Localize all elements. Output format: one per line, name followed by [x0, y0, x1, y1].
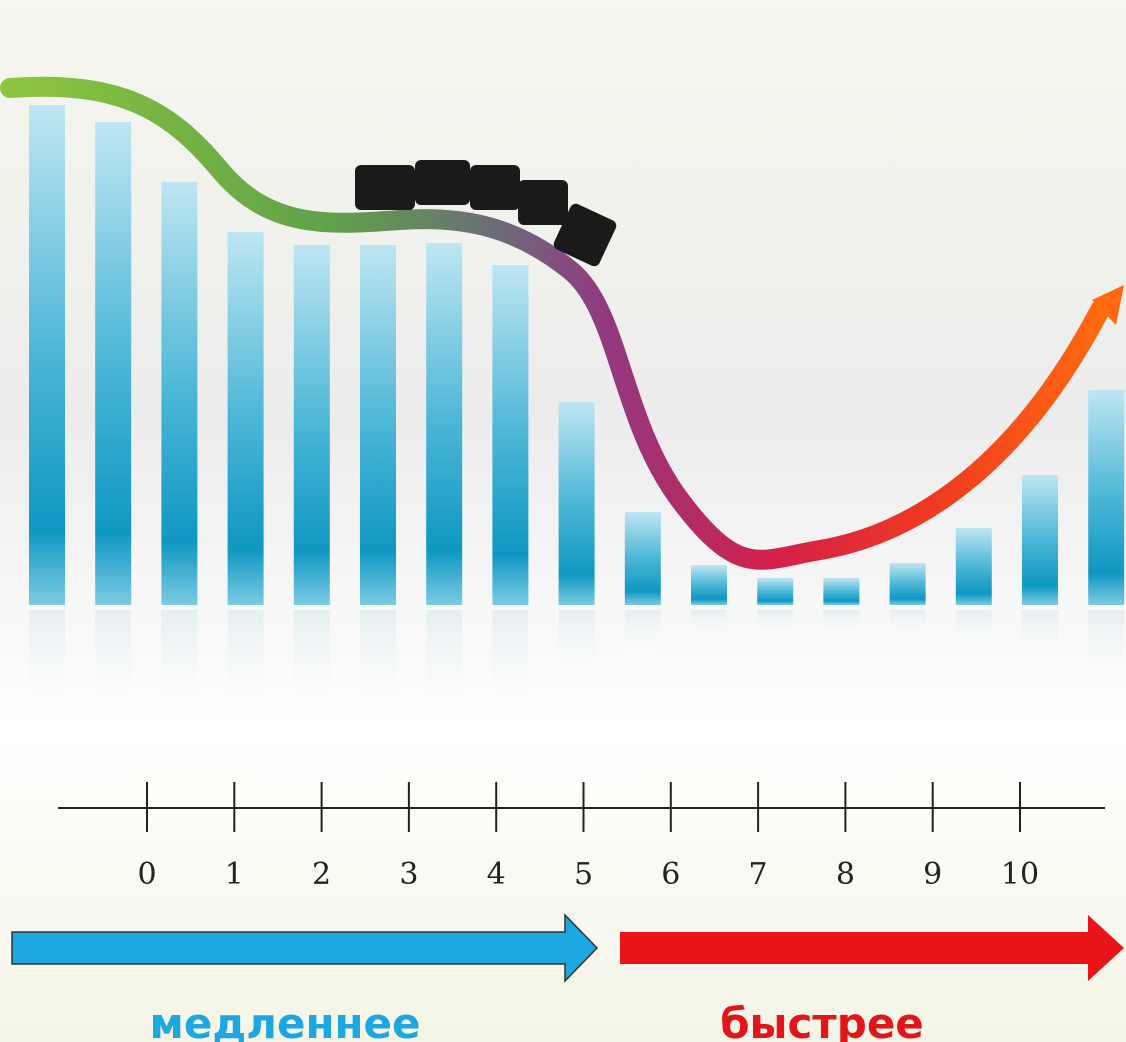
tick-label: 5 [574, 857, 593, 892]
ticks: 0 1 2 3 4 5 6 7 8 9 10 [137, 782, 1039, 892]
tick-label: 6 [661, 857, 680, 892]
bar-reflection [889, 610, 926, 643]
tick-label: 2 [312, 857, 331, 892]
bar [492, 265, 529, 605]
bar-reflection [1088, 610, 1125, 695]
tick-label: 8 [836, 857, 855, 892]
bar [161, 182, 198, 605]
bar [227, 232, 264, 605]
slow-label: медленнее [150, 999, 421, 1042]
tick-label: 3 [399, 857, 418, 892]
bar [823, 578, 860, 605]
bar [1022, 475, 1058, 605]
bar [757, 578, 794, 605]
bar-reflection [161, 610, 198, 730]
bar-reflection [558, 610, 595, 691]
bar [955, 528, 992, 605]
bar-reflection [691, 610, 727, 642]
coaster-track [0, 76, 1110, 570]
bar [624, 512, 661, 605]
bar-reflection [227, 610, 264, 730]
tick-label: 0 [137, 857, 156, 892]
bars [29, 105, 1125, 730]
tick-label: 10 [1001, 857, 1039, 892]
bar [558, 402, 595, 605]
tick-label: 1 [225, 857, 244, 892]
bar [360, 245, 396, 605]
bar-reflection [955, 610, 992, 654]
bar [29, 105, 65, 605]
riders [355, 160, 617, 267]
bar [426, 243, 463, 605]
bar [889, 563, 926, 605]
bar [1088, 390, 1125, 605]
bar-reflection [293, 610, 330, 730]
bar-reflection [29, 610, 65, 730]
slow-arrow [11, 913, 599, 983]
fast-arrow [620, 915, 1124, 981]
tick-label: 4 [487, 857, 506, 892]
bar-reflection [823, 610, 860, 639]
bar-reflection [1022, 610, 1058, 669]
tick-label: 9 [923, 857, 942, 892]
bar-reflection [360, 610, 396, 730]
bar-reflection [757, 610, 794, 639]
bar-reflection [492, 610, 529, 730]
bar [95, 122, 132, 605]
bar-reflection [426, 610, 463, 730]
track-arrowhead [1092, 285, 1124, 325]
fast-label: быстрее [720, 999, 924, 1042]
bar-reflection [95, 610, 132, 730]
bar-reflection [624, 610, 661, 658]
bar [293, 245, 330, 605]
bar [691, 565, 727, 605]
tick-label: 7 [749, 857, 768, 892]
